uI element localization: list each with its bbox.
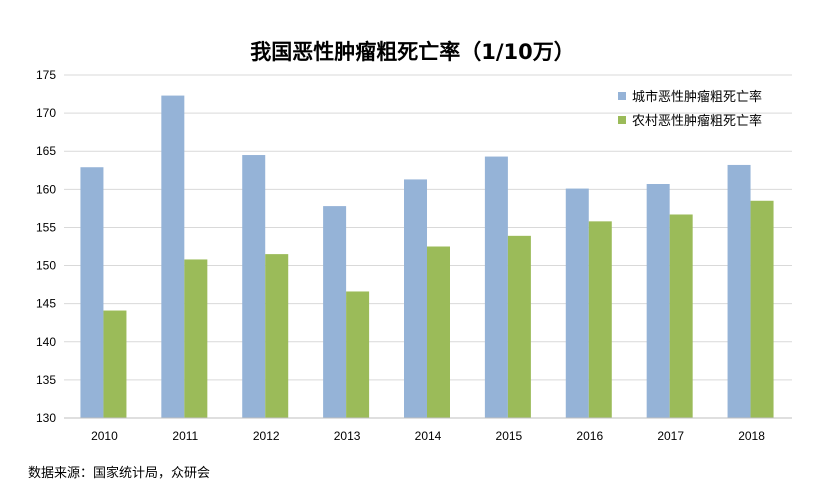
y-tick-label: 160 <box>36 182 56 196</box>
bar-rural <box>588 221 612 418</box>
legend-label: 城市恶性肿瘤粗死亡率 <box>632 89 762 104</box>
bar-rural <box>184 259 208 418</box>
bar-rural <box>507 235 531 418</box>
bar-urban <box>80 167 104 418</box>
bar-rural <box>265 254 289 418</box>
bar-urban <box>727 164 751 418</box>
x-tick-label: 2017 <box>657 429 684 443</box>
x-tick-label: 2011 <box>172 429 198 443</box>
x-tick-label: 2018 <box>738 429 765 443</box>
legend-label: 农村恶性肿瘤粗死亡率 <box>632 113 762 128</box>
bar-urban <box>565 188 589 418</box>
x-tick-label: 2014 <box>415 429 442 443</box>
y-tick-label: 150 <box>36 259 56 273</box>
bar-urban <box>646 183 670 418</box>
y-tick-label: 140 <box>36 335 56 349</box>
y-tick-label: 175 <box>36 68 56 82</box>
legend-swatch <box>618 92 626 100</box>
bar-urban <box>161 95 185 418</box>
y-tick-label: 155 <box>36 220 56 234</box>
x-tick-label: 2016 <box>576 429 603 443</box>
x-tick-label: 2010 <box>91 429 118 443</box>
bar-urban <box>323 206 347 418</box>
bar-rural <box>669 214 693 418</box>
bar-urban <box>404 179 427 418</box>
bar-rural <box>346 291 370 418</box>
bar-rural <box>427 246 450 418</box>
x-tick-label: 2012 <box>253 429 280 443</box>
y-tick-label: 135 <box>36 373 56 387</box>
source-note: 数据来源：国家统计局，众研会 <box>28 466 211 481</box>
x-tick-label: 2013 <box>334 429 361 443</box>
chart-title: 我国恶性肿瘤粗死亡率（1/10万） <box>250 40 575 64</box>
y-tick-label: 170 <box>36 106 56 120</box>
bar-urban <box>242 155 266 419</box>
y-tick-label: 130 <box>36 411 56 425</box>
bar-rural <box>103 310 127 418</box>
x-tick-label: 2015 <box>496 429 523 443</box>
legend-swatch <box>618 116 626 124</box>
y-tick-label: 165 <box>36 144 56 158</box>
y-tick-label: 145 <box>36 297 56 311</box>
bar-urban <box>484 156 508 418</box>
bar-rural <box>750 200 774 418</box>
